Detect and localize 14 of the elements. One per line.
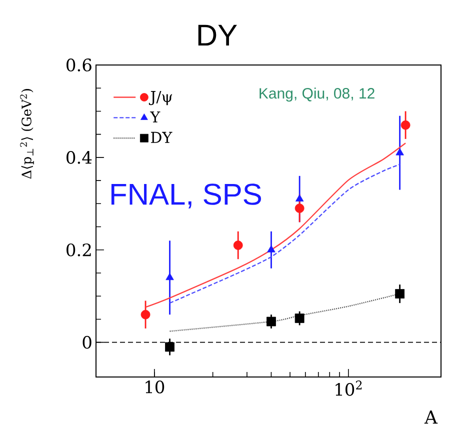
y-tick-label: 0	[82, 336, 92, 349]
legend-label: DY	[151, 132, 172, 143]
y-tick-label: 0.4	[66, 151, 92, 164]
y-axis-title: Δ⟨p$_{⊥}$$^{2}$⟩ (GeV$^{2}$)	[20, 89, 34, 179]
legend-label: J/ψ	[148, 91, 172, 106]
annotation: Kang, Qiu, 08, 12	[260, 88, 374, 102]
x-tick-label: 10	[146, 380, 164, 394]
y-tick-label: 0.2	[66, 243, 91, 256]
x-axis-title: A	[424, 410, 438, 424]
legend-label: Υ	[150, 111, 160, 122]
chart-title: DY	[198, 24, 237, 46]
annotation: FNAL, SPS	[111, 184, 261, 208]
x-tick-label: 10$^{2}$	[336, 380, 362, 396]
y-tick-label: 0.6	[66, 58, 92, 72]
